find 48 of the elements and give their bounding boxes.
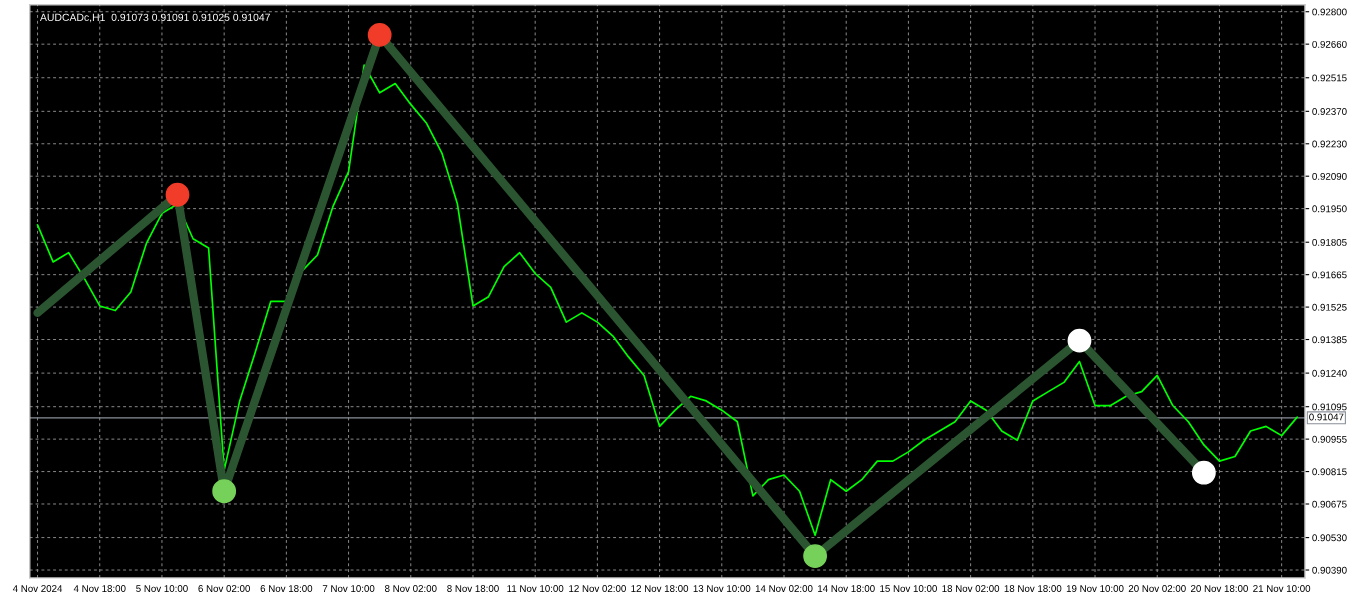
point: [803, 544, 827, 569]
y-tick-label: 0.92800: [1312, 8, 1347, 16]
y-tick-label: 0.92660: [1312, 40, 1347, 48]
x-tick-label: 6 Nov 18:00: [260, 585, 313, 592]
point: [1067, 328, 1092, 353]
y-tick-label: 0.91805: [1312, 238, 1347, 246]
y-tick-label: 0.92230: [1312, 140, 1347, 148]
y-tick-label: 0.91240: [1312, 369, 1347, 377]
point: [212, 479, 237, 504]
x-tick-label: 5 Nov 10:00: [136, 585, 188, 592]
ref-line-label: 0.91047: [1309, 413, 1344, 421]
y-tick-label: 0.90675: [1312, 500, 1347, 508]
x-tick-label: 7 Nov 10:00: [322, 585, 375, 592]
point: [1191, 460, 1216, 485]
x-tick-label: 14 Nov 18:00: [818, 585, 875, 592]
x-tick-label: 12 Nov 18:00: [631, 585, 689, 592]
x-tick-label: 8 Nov 18:00: [447, 585, 499, 592]
point: [165, 182, 190, 207]
x-tick-label: 18 Nov 02:00: [942, 585, 1000, 592]
x-tick-label: 12 Nov 02:00: [569, 585, 626, 592]
x-tick-label: 19 Nov 10:00: [1066, 585, 1124, 592]
y-tick-label: 0.91950: [1312, 205, 1347, 213]
x-tick-label: 21 Nov 10:00: [1253, 585, 1311, 592]
y-tick-label: 0.91095: [1312, 403, 1347, 411]
x-tick-label: 4 Nov 18:00: [73, 585, 126, 592]
x-tick-label: 20 Nov 02:00: [1128, 585, 1186, 592]
y-tick-label: 0.92370: [1312, 108, 1347, 115]
x-tick-label: 18 Nov 18:00: [1004, 585, 1062, 592]
y-tick-label: 0.90390: [1312, 566, 1347, 574]
x-tick-label: 14 Nov 02:00: [755, 585, 813, 592]
x-tick-label: 11 Nov 10:00: [507, 585, 564, 592]
y-tick-label: 0.91665: [1312, 271, 1347, 279]
y-tick-label: 0.92515: [1312, 74, 1347, 82]
y-tick-label: 0.91525: [1312, 303, 1347, 311]
x-tick-label: 8 Nov 02:00: [384, 585, 437, 592]
x-tick-label: 4 Nov 2024: [12, 585, 63, 592]
text: AUDCADc,H1 0.91073 0.91091 0.91025 0.91047: [39, 13, 270, 23]
y-tick-label: 0.90815: [1312, 468, 1347, 476]
y-tick-label: 0.92090: [1312, 172, 1347, 180]
y-tick-label: 0.90955: [1312, 435, 1347, 443]
y-tick-label: 0.91385: [1312, 336, 1347, 344]
x-tick-label: 15 Nov 10:00: [880, 585, 937, 592]
line-series: [36, 64, 1299, 537]
x-tick-label: 13 Nov 10:00: [693, 585, 751, 592]
y-tick-label: 0.90530: [1312, 534, 1347, 542]
x-tick-label: 20 Nov 18:00: [1191, 585, 1248, 592]
x-tick-label: 6 Nov 02:00: [198, 585, 250, 592]
point: [367, 22, 392, 47]
